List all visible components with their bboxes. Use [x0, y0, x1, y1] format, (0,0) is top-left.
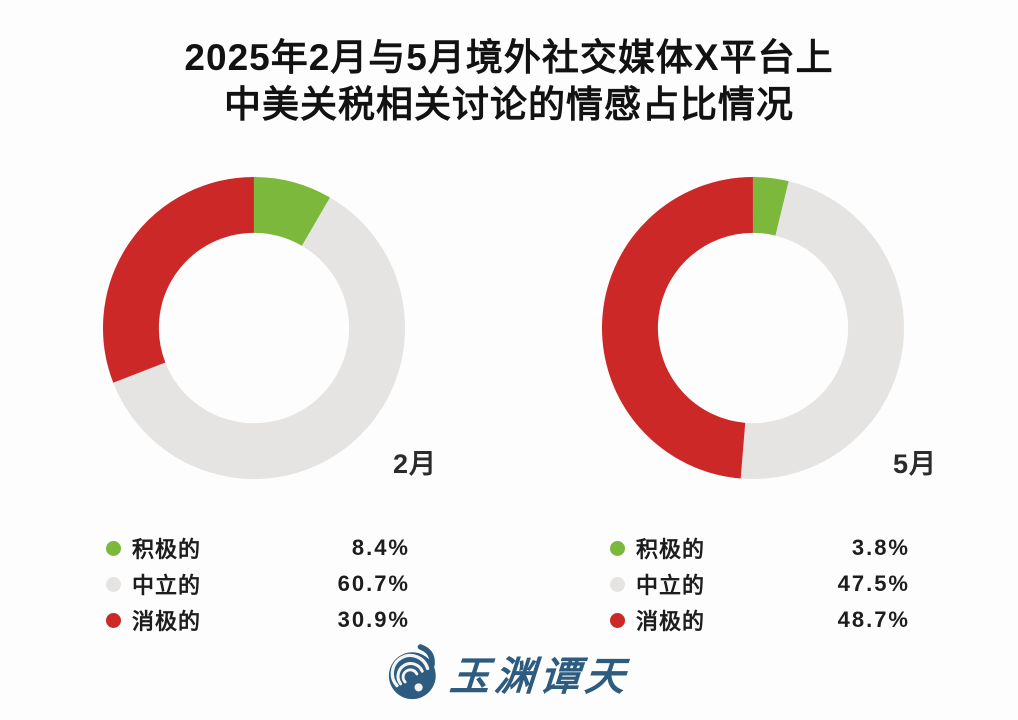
legend-row-消极的: 消极的 48.7% [610, 607, 910, 634]
month-label-may: 5月 [893, 449, 938, 479]
chart-title-line1: 2025年2月与5月境外社交媒体X平台上 [184, 37, 834, 78]
legend-label: 消极的 [636, 609, 706, 634]
donut-chart-may [601, 176, 905, 480]
donut-chart-february [102, 176, 406, 480]
legend-dot-中立的 [106, 576, 121, 592]
brand-footer: 玉渊谭天 [0, 644, 1018, 702]
legend-row-中立的: 中立的 47.5% [610, 571, 910, 598]
legend-row-消极的: 消极的 30.9% [106, 607, 410, 634]
legend-may: 积极的 3.8% 中立的 47.5% 消极的 48.7% [610, 535, 910, 634]
donut-segment-积极的 [752, 177, 789, 236]
donut-chart-may-svg [602, 177, 904, 479]
legend-value: 48.7% [837, 607, 910, 632]
legend-label: 积极的 [636, 537, 706, 562]
donut-chart-february-svg [103, 177, 405, 479]
legend-label: 中立的 [132, 573, 202, 598]
legend-dot-消极的 [610, 612, 625, 628]
legend-value: 47.5% [837, 571, 910, 596]
legend-value: 3.8% [851, 535, 910, 560]
legend-value: 60.7% [337, 571, 410, 596]
donut-segment-中立的 [113, 197, 405, 479]
legend-february: 积极的 8.4% 中立的 60.7% 消极的 30.9% [106, 535, 410, 634]
legend-label: 消极的 [132, 609, 202, 634]
legend-dot-中立的 [610, 576, 625, 592]
legend-dot-积极的 [610, 540, 625, 556]
chart-title: 2025年2月与5月境外社交媒体X平台上 中美关税相关讨论的情感占比情况 [0, 34, 1018, 128]
legend-label: 积极的 [132, 537, 202, 562]
donut-segment-消极的 [602, 177, 754, 479]
legend-dot-积极的 [106, 540, 121, 556]
legend-dot-消极的 [106, 612, 121, 628]
donut-segment-积极的 [253, 177, 331, 247]
legend-row-积极的: 积极的 3.8% [610, 535, 910, 562]
legend-row-中立的: 中立的 60.7% [106, 571, 410, 598]
legend-label: 中立的 [636, 573, 706, 598]
legend-row-积极的: 积极的 8.4% [106, 535, 410, 562]
donut-segment-中立的 [740, 181, 904, 479]
month-label-february: 2月 [393, 449, 438, 479]
yuyuan-tantian-logo-icon [388, 644, 436, 700]
legend-value: 30.9% [337, 607, 410, 632]
brand-name: 玉渊谭天 [448, 654, 632, 699]
chart-title-line2: 中美关税相关讨论的情感占比情况 [224, 84, 794, 125]
donut-segment-消极的 [103, 177, 255, 383]
legend-value: 8.4% [351, 535, 410, 560]
